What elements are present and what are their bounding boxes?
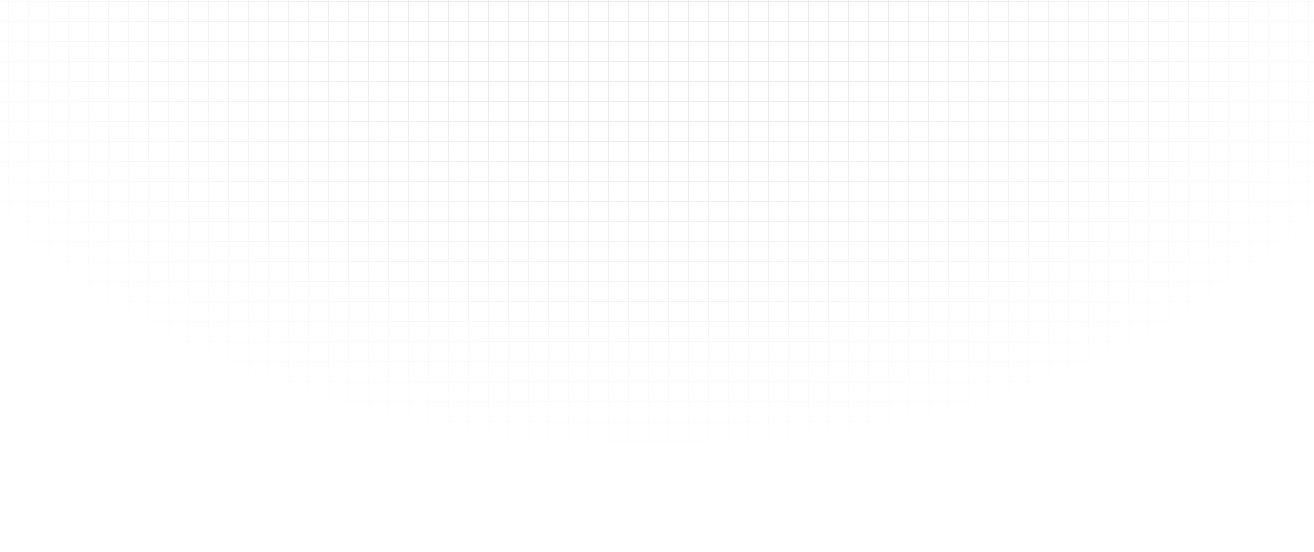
grid-background bbox=[0, 0, 1314, 552]
